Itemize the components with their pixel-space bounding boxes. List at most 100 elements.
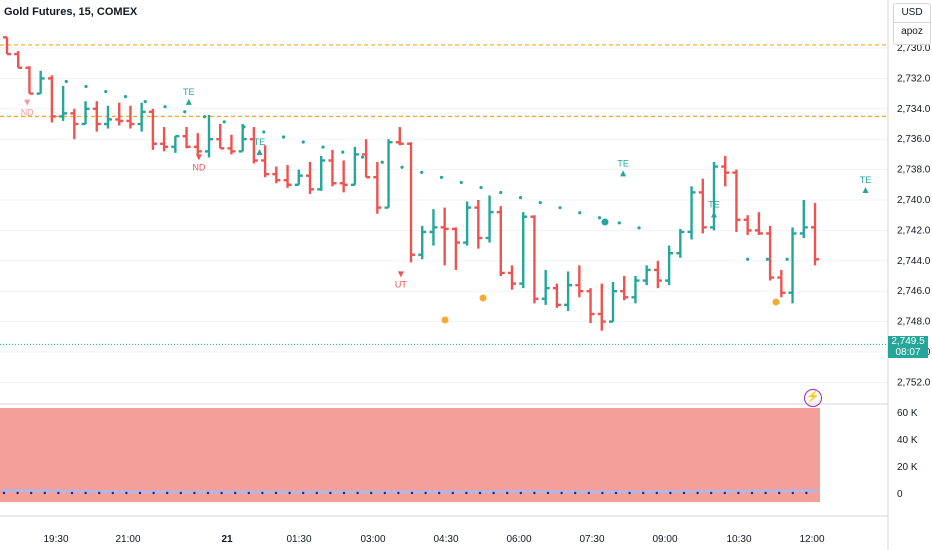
time-tick-label: 21: [221, 534, 233, 545]
ohlc-bar: [306, 162, 314, 194]
volume-dot: [682, 491, 686, 495]
current-price: 2,749.5: [891, 336, 925, 347]
scale-mode-label[interactable]: apoz: [901, 26, 923, 37]
ohlc-bar: [777, 269, 786, 298]
ohlc-bar: [148, 108, 157, 150]
volume-dot: [750, 491, 754, 495]
time-tick-label: 19:30: [43, 534, 68, 545]
ohlc-bar: [3, 36, 11, 56]
volume-dot: [764, 491, 767, 495]
ohlc-bar: [429, 209, 438, 246]
signal-marker-down: [24, 99, 31, 106]
volume-dot: [57, 491, 60, 495]
price-tick-label: 2,742.0: [897, 225, 931, 236]
ohlc-bar: [294, 169, 303, 187]
ohlc-bar: [92, 101, 101, 132]
time-tick-label: 03:00: [360, 534, 385, 545]
volume-dot: [70, 491, 74, 495]
currency-label[interactable]: USD: [901, 7, 923, 18]
ohlc-bar: [115, 102, 124, 126]
volume-line: [1, 489, 818, 494]
volume-dot: [669, 491, 672, 495]
ohlc-bar: [317, 155, 326, 191]
trend-dot: [597, 216, 602, 220]
price-scale-settings[interactable]: USD apoz: [893, 3, 931, 45]
ohlc-bar: [25, 66, 34, 95]
ohlc-bar: [407, 142, 415, 263]
volume-dot: [220, 491, 223, 495]
volume-dot: [506, 491, 509, 495]
trend-dot: [341, 150, 345, 154]
trend-dot: [321, 145, 325, 149]
trend-dot: [439, 175, 444, 179]
signal-label: TE: [254, 137, 266, 147]
signal-label: TE: [183, 87, 195, 97]
volume-dot: [356, 491, 359, 495]
ohlc-bar: [597, 283, 606, 331]
ohlc-bar: [418, 225, 427, 260]
volume-tick-label: 60 K: [897, 408, 918, 419]
divider: [894, 22, 930, 23]
volume-dot: [478, 491, 482, 495]
volume-dot: [397, 491, 400, 495]
ohlc-bar: [530, 215, 539, 304]
trend-dot: [202, 115, 207, 119]
ohlc-bar: [799, 200, 808, 238]
price-tick-label: 2,744.0: [897, 256, 931, 267]
price-tick-label: 2,736.0: [897, 134, 931, 145]
ohlc-bar: [743, 215, 752, 235]
trend-dot: [64, 79, 68, 84]
signal-label: UT: [395, 279, 407, 289]
ohlc-bar: [261, 145, 270, 178]
ohlc-bar: [766, 225, 775, 281]
ohlc-bar: [642, 265, 651, 286]
volume-dot: [125, 491, 128, 495]
volume-dot: [43, 491, 46, 495]
volume-dot: [288, 491, 291, 495]
ohlc-bar: [552, 283, 561, 308]
time-tick-label: 12:00: [799, 534, 824, 545]
ohlc-bar: [47, 75, 56, 123]
current-price-badge: 2,749.5 08:07: [888, 336, 928, 358]
volume-tick-label: 20 K: [897, 462, 918, 473]
ohlc-bar: [485, 195, 494, 243]
ohlc-bar: [575, 265, 584, 298]
trend-dot: [637, 226, 641, 230]
volume-dot: [546, 491, 550, 495]
volume-dot: [370, 491, 373, 495]
signal-label: TE: [617, 158, 629, 168]
time-tick-label: 04:30: [433, 534, 458, 545]
ohlc-bar: [698, 178, 707, 234]
ohlc-bar: [283, 165, 292, 188]
trend-dot: [400, 165, 404, 169]
ohlc-bar: [205, 114, 213, 158]
price-tick-label: 2,740.0: [897, 195, 931, 206]
price-tick-label: 2,738.0: [897, 165, 931, 176]
volume-dot: [791, 491, 794, 495]
ohlc-bar: [732, 169, 741, 232]
lightning-icon[interactable]: ⚡: [804, 389, 822, 407]
ohlc-bar: [104, 105, 112, 129]
trend-dot: [222, 120, 226, 124]
volume-dot: [424, 491, 427, 495]
volume-dot: [410, 491, 414, 495]
signal-label: TE: [708, 199, 720, 209]
trend-dot: [84, 84, 88, 89]
trend-dot: [617, 221, 621, 225]
price-tick-label: 2,734.0: [897, 104, 931, 115]
trend-dot: [143, 100, 147, 104]
ohlc-bar: [384, 139, 393, 209]
signal-marker-down: [195, 154, 202, 161]
price-tick-label: 2,752.0: [897, 377, 931, 388]
price-tick-label: 2,730.0: [897, 43, 931, 54]
volume-dot: [261, 491, 264, 495]
ohlc-bar: [59, 86, 68, 121]
volume-dot: [642, 491, 645, 495]
volume-dot: [342, 491, 346, 495]
trend-dot: [479, 185, 483, 190]
ohlc-bar: [126, 105, 135, 129]
ohlc-bar: [609, 282, 617, 323]
volume-tick-label: 0: [897, 489, 903, 500]
volume-dot: [587, 491, 590, 495]
